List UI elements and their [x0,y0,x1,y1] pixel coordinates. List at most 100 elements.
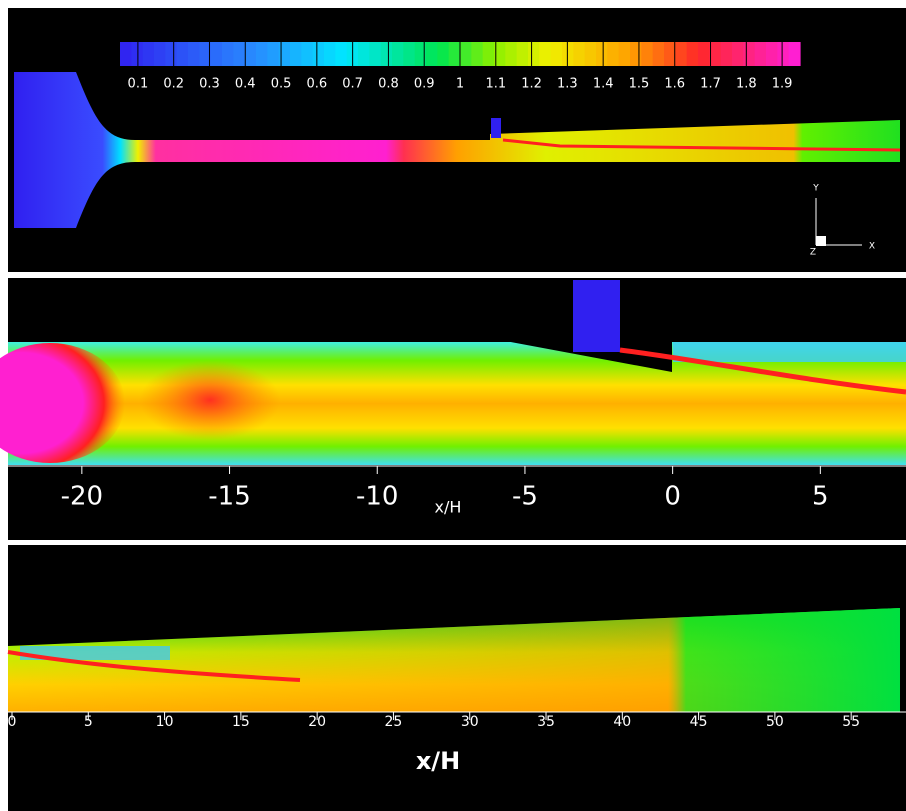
colorbar-tick-label: 1.1 [485,77,506,92]
colorbar-tick-label: 0.5 [271,77,292,92]
colorbar-cell [392,42,404,66]
colorbar-tick-label: 1.6 [664,77,685,92]
x-tick-label: 5 [812,482,829,512]
x-tick-label: 5 [84,714,93,730]
colorbar-cell [143,42,155,66]
colorbar-cell [460,42,472,66]
colorbar-cell [619,42,631,66]
colorbar-cell [188,42,200,66]
colorbar-tick-label: 1.2 [521,77,542,92]
x-tick-label: -5 [512,482,538,512]
colorbar-cell [267,42,279,66]
colorbar-cell [653,42,665,66]
colorbar-cell [131,42,143,66]
colorbar-cell [369,42,381,66]
colorbar-cell [743,42,755,66]
colorbar-cell [789,42,801,66]
colorbar-cell [415,42,427,66]
colorbar-cell [573,42,585,66]
colorbar-cell [154,42,166,66]
colorbar-tick-label: 1 [456,77,464,92]
colorbar-tick-label: 1.4 [593,77,614,92]
colorbar-tick-label: 0.1 [128,77,149,92]
x-tick-label: 35 [537,714,555,730]
colorbar-cell [505,42,517,66]
x-tick-label: 15 [232,714,250,730]
colorbar-cell [471,42,483,66]
colorbar-tick-label: 1.9 [772,77,793,92]
colorbar-cell [290,42,302,66]
x-tick-label: -20 [61,482,103,512]
colorbar-cell [721,42,733,66]
x-tick-label: -15 [208,482,250,512]
colorbar-cell [687,42,699,66]
cavity-flow [673,342,906,362]
colorbar-tick-label: 0.7 [342,77,363,92]
figure: 0.1 0.2 0.3 0.4 0.5 0.6 0.7 0.8 0.9 1 1.1 1.2 1.3 1.4… [0,0,906,811]
colorbar-cell [245,42,257,66]
colorbar-cell [483,42,495,66]
x-tick-label: 55 [842,714,860,730]
x-tick-label: 30 [461,714,479,730]
x-tick-label: 0 [664,482,681,512]
colorbar-cell [426,42,438,66]
lip [491,118,501,138]
x-tick-label: -10 [356,482,398,512]
colorbar-cell [324,42,336,66]
colorbar-cell [517,42,529,66]
colorbar-cell [755,42,767,66]
triad-label: X [869,242,875,252]
colorbar-cell [222,42,234,66]
colorbar-cell [211,42,223,66]
x-axis-label: x/H [435,498,462,517]
x-tick-label: 25 [385,714,403,730]
colorbar-tick-label: 0.6 [306,77,327,92]
colorbar-tick-label: 1.3 [557,77,578,92]
colorbar-cell [675,42,687,66]
colorbar-cell [596,42,608,66]
colorbar-cell [381,42,393,66]
triad-label: Y [812,184,819,194]
colorbar-cell [165,42,177,66]
flow-core [140,360,280,440]
colorbar-cell [641,42,653,66]
colorbar-tick-label: 0.4 [235,77,256,92]
colorbar-cell [698,42,710,66]
colorbar-tick-label: 0.9 [414,77,435,92]
colorbar-tick-label: 1.7 [700,77,721,92]
colorbar-tick-label: 0.2 [163,77,184,92]
colorbar-cell [630,42,642,66]
x-tick-label: 10 [156,714,174,730]
colorbar-cell [539,42,551,66]
colorbar-cell [120,42,132,66]
x-tick-label: 0 [8,714,17,730]
x-tick-label: 50 [766,714,784,730]
colorbar-cell [766,42,778,66]
colorbar-tick-label: 1.8 [736,77,757,92]
colorbar-tick-label: 0.3 [199,77,220,92]
colorbar-tick-label: 1.5 [629,77,650,92]
x-tick-label: 45 [690,714,708,730]
colorbar-cell [233,42,245,66]
lip [573,280,620,352]
triad-label: Z [810,248,816,258]
x-axis-label: x/H [416,747,460,775]
colorbar-cell [449,42,461,66]
colorbar-cell [528,42,540,66]
colorbar-cell [301,42,313,66]
colorbar-cell [664,42,676,66]
x-tick-label: 40 [613,714,631,730]
colorbar-cell [585,42,597,66]
colorbar-cell [437,42,449,66]
colorbar-cell [313,42,325,66]
colorbar-cell [732,42,744,66]
colorbar-tick-label: 0.8 [378,77,399,92]
colorbar-cell [607,42,619,66]
x-tick-label: 20 [308,714,326,730]
colorbar-cell [256,42,268,66]
colorbar-cell [709,42,721,66]
colorbar-cell [279,42,291,66]
colorbar-cell [551,42,563,66]
colorbar-cell [562,42,574,66]
colorbar-cell [177,42,189,66]
